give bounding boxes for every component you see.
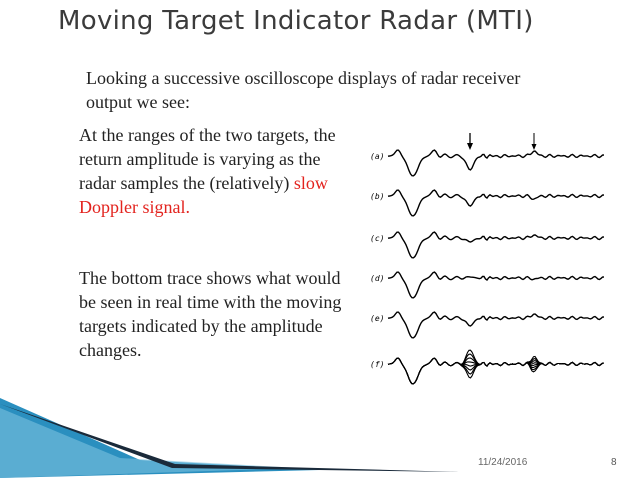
arrowhead-target-1 [467, 143, 473, 150]
trace-6-overlay-8 [387, 355, 605, 385]
trace-5 [387, 311, 605, 339]
trace-label-4: (d) [370, 274, 384, 283]
deco-dark-line [0, 404, 460, 472]
paragraph-ranges-text: At the ranges of the two targets, the re… [79, 125, 336, 193]
corner-decoration [0, 398, 460, 478]
deco-light-band [0, 408, 300, 478]
trace-label-1: (a) [370, 152, 384, 161]
paragraph-bottom-trace: The bottom trace shows what would be see… [79, 268, 342, 360]
slide-title: Moving Target Indicator Radar (MTI) [58, 6, 534, 36]
trace-label-2: (b) [370, 192, 384, 201]
trace-3 [387, 231, 605, 259]
arrowhead-target-2 [531, 144, 537, 150]
trace-1 [387, 149, 605, 177]
trace-label-6: (f) [370, 360, 384, 369]
trace-2 [387, 189, 605, 217]
trace-label-5: (e) [370, 314, 384, 323]
trace-6-overlay-1 [387, 349, 605, 385]
highlight-doppler: slow Doppler signal. [79, 173, 328, 217]
target-arrows [467, 133, 537, 150]
paragraph-ranges: At the ranges of the two targets, the re… [79, 123, 344, 219]
trace-label-3: (c) [370, 234, 384, 243]
footer-date: 11/24/2016 [478, 457, 528, 468]
oscilloscope-figure: (a) (b) (c) (d) (e) (f) [370, 133, 605, 385]
trace-4 [387, 271, 605, 299]
trace-6-overlay-2 [387, 353, 605, 385]
footer-page-number: 8 [611, 457, 617, 468]
intro-text: Looking a successive oscilloscope displa… [86, 68, 521, 112]
